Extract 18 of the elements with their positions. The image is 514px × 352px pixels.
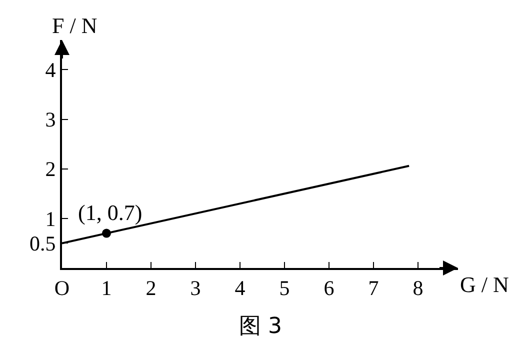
x-tick-label: 8 [412,276,424,300]
y-tick-label: 1 [45,206,56,231]
annotation: (1, 0.7) [78,200,142,225]
y-tick-label: 2 [45,157,56,182]
text: 图 3 [239,314,282,339]
x-tick-label: 1 [101,276,112,300]
x-tick-label: 7 [368,276,379,300]
y-axis-title: F / N [52,13,98,38]
y-tick-label: 4 [45,58,56,82]
y-tick-label: 3 [45,108,56,132]
x-tick-label: 2 [146,276,156,300]
x-axis-title: G / N [460,272,509,297]
x-tick-label: 3 [190,276,201,300]
x-tick-label: 6 [324,276,334,300]
x-tick-label: 5 [279,276,290,300]
x-tick-label: 4 [234,276,246,300]
x-tick-label: O [54,276,70,300]
y-tick-label: 0.5 [30,232,56,256]
